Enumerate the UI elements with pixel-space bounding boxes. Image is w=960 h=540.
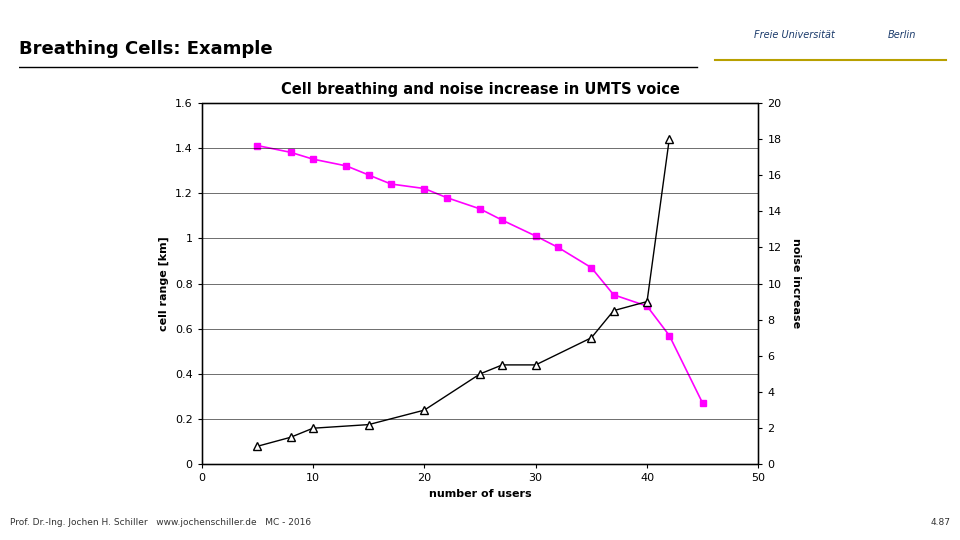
Text: Breathing Cells: Example: Breathing Cells: Example bbox=[19, 39, 273, 58]
Y-axis label: noise increase: noise increase bbox=[791, 239, 801, 328]
Text: Prof. Dr.-Ing. Jochen H. Schiller   www.jochenschiller.de   MC - 2016: Prof. Dr.-Ing. Jochen H. Schiller www.jo… bbox=[10, 518, 311, 527]
X-axis label: number of users: number of users bbox=[429, 489, 531, 499]
Title: Cell breathing and noise increase in UMTS voice: Cell breathing and noise increase in UMT… bbox=[280, 82, 680, 97]
Y-axis label: cell range [km]: cell range [km] bbox=[159, 236, 169, 331]
Text: 4.87: 4.87 bbox=[930, 518, 950, 527]
Text: Freie Universität: Freie Universität bbox=[754, 30, 835, 40]
Text: Berlin: Berlin bbox=[888, 30, 917, 40]
